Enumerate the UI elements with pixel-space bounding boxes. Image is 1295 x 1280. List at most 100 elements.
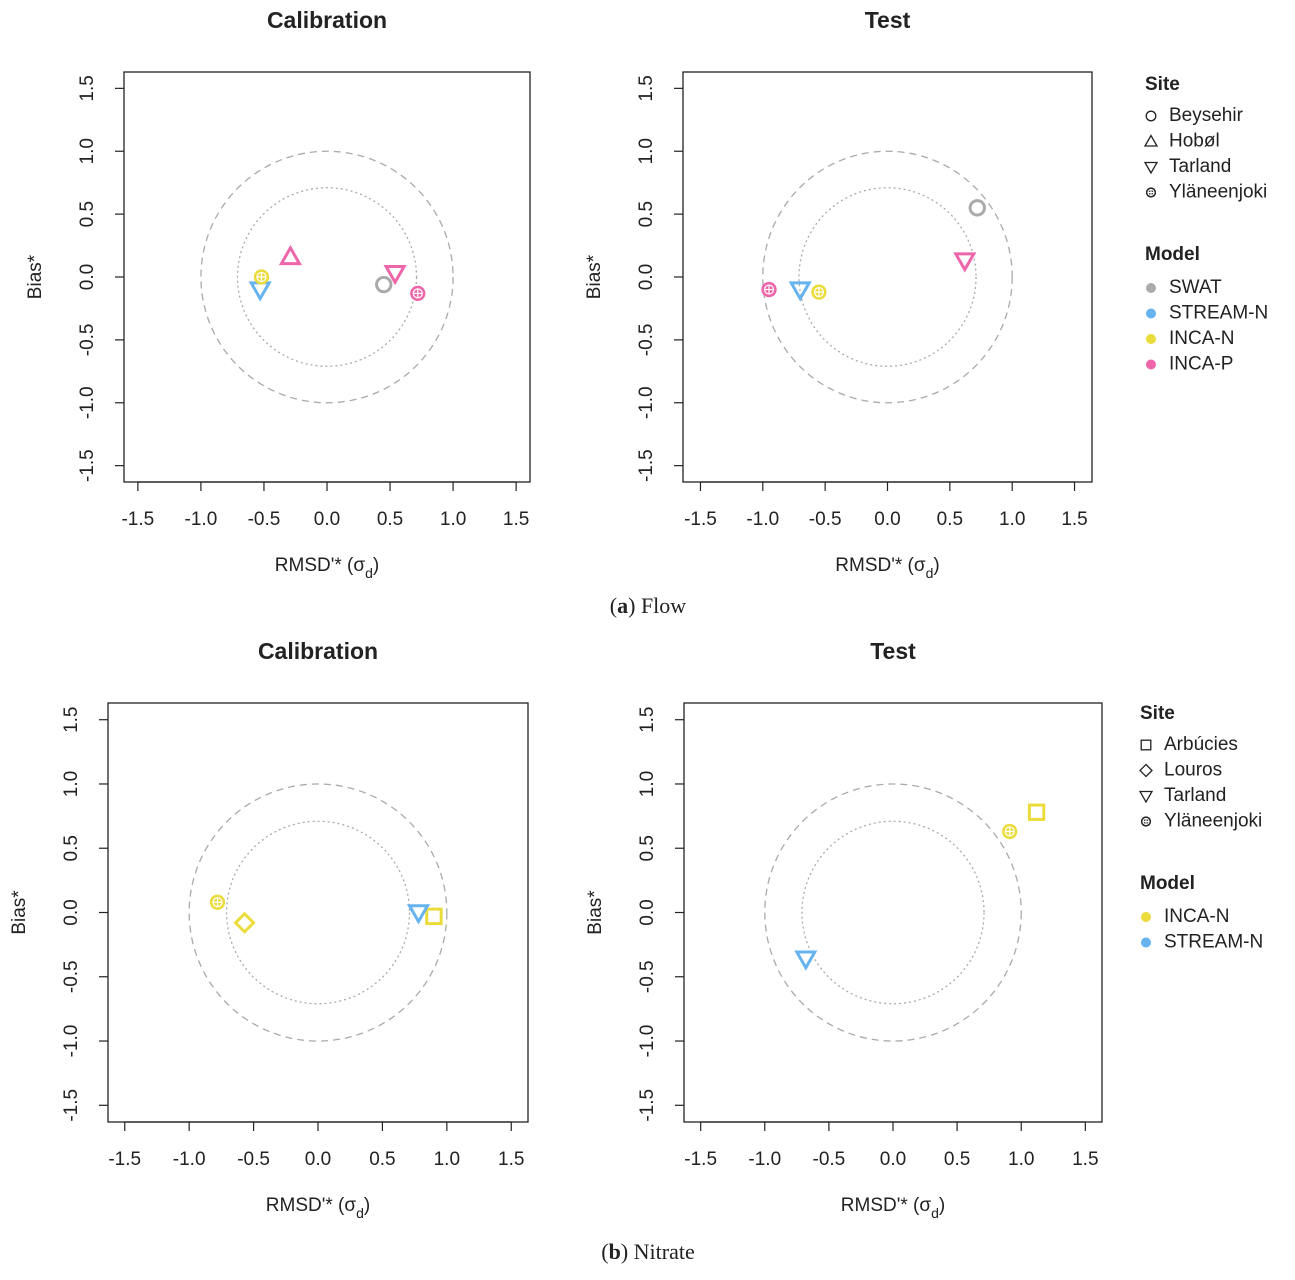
x-tick-label: 1.5 xyxy=(1072,1149,1098,1170)
y-tick-label: -0.5 xyxy=(637,960,658,993)
marker-cross xyxy=(764,285,774,295)
x-tick-label: -0.5 xyxy=(237,1149,270,1170)
y-tick-label: -0.5 xyxy=(61,960,82,993)
y-tick-label: 0.0 xyxy=(637,899,658,925)
y-axis-label: Bias* xyxy=(25,254,46,299)
y-tick-label: 0.0 xyxy=(636,264,657,290)
x-axis-label-part: d xyxy=(926,565,934,581)
legend-title: Site xyxy=(1140,703,1175,724)
x-tick-label: 1.0 xyxy=(1008,1149,1034,1170)
y-tick-label: 1.0 xyxy=(637,771,658,797)
plot-frame xyxy=(123,71,531,483)
x-axis-label: RMSD'* (σd) xyxy=(275,555,379,581)
marker-cross xyxy=(413,288,423,298)
marker xyxy=(248,281,272,302)
reference-circle xyxy=(236,187,418,367)
caption-letter: b xyxy=(609,1239,621,1264)
legend-label: Arbúcies xyxy=(1164,734,1238,755)
marker xyxy=(278,244,303,266)
x-axis-label: RMSD'* (σd) xyxy=(266,1195,370,1221)
marker xyxy=(425,907,443,926)
x-tick-label: 0.0 xyxy=(874,509,900,530)
y-tick-label: -1.5 xyxy=(637,1089,658,1122)
y-tick-label: 1.0 xyxy=(77,138,98,164)
marker xyxy=(383,264,407,286)
marker-cross xyxy=(1005,827,1015,837)
x-tick-label: 1.5 xyxy=(498,1149,524,1170)
x-axis-label-part: RMSD'* (σ xyxy=(835,555,926,576)
x-tick-label: -0.5 xyxy=(248,509,281,530)
reference-circle xyxy=(798,187,977,367)
legend-label: Louros xyxy=(1164,760,1222,781)
marker xyxy=(761,281,777,298)
marker xyxy=(1140,816,1152,827)
marker xyxy=(1139,763,1153,778)
chart-title: Calibration xyxy=(258,638,378,664)
marker xyxy=(794,950,818,971)
chart-title: Test xyxy=(870,638,916,664)
x-axis-label-part: ) xyxy=(939,1195,945,1216)
marker xyxy=(1140,739,1152,751)
marker-cross xyxy=(256,272,266,282)
y-tick-label: 1.0 xyxy=(636,138,657,164)
marker-cross xyxy=(1143,818,1149,825)
x-tick-label: -0.5 xyxy=(813,1149,846,1170)
x-tick-label: -1.5 xyxy=(684,1149,717,1170)
marker xyxy=(811,284,827,300)
x-tick-label: 0.0 xyxy=(305,1149,331,1170)
legend-swatch xyxy=(1146,283,1156,293)
marker xyxy=(375,275,393,294)
y-tick-label: 1.5 xyxy=(636,75,657,101)
legend-swatch xyxy=(1146,359,1156,370)
x-tick-label: -1.0 xyxy=(173,1149,206,1170)
y-tick-label: -1.0 xyxy=(636,386,657,419)
marker xyxy=(953,252,977,273)
y-tick-label: 0.0 xyxy=(77,264,98,290)
reference-circle xyxy=(225,820,411,1005)
x-tick-label: 0.5 xyxy=(944,1149,970,1170)
x-tick-label: -1.0 xyxy=(748,1149,781,1170)
x-tick-label: -1.5 xyxy=(108,1149,141,1170)
x-tick-label: 1.5 xyxy=(1061,509,1087,530)
marker xyxy=(788,281,812,302)
marker-cross xyxy=(1148,189,1154,196)
y-tick-label: 0.5 xyxy=(636,201,657,227)
reference-circle xyxy=(764,783,1022,1042)
x-tick-label: 1.0 xyxy=(999,509,1025,530)
legend-title: Model xyxy=(1140,873,1195,894)
marker-cross xyxy=(213,897,223,907)
caption-part: ( xyxy=(610,593,617,618)
x-axis-label-part: d xyxy=(356,1205,364,1221)
caption: (a) Flow xyxy=(610,593,687,618)
marker xyxy=(1138,790,1154,804)
y-tick-label: -1.0 xyxy=(637,1025,658,1058)
legend-swatch xyxy=(1146,308,1156,319)
caption: (b) Nitrate xyxy=(601,1239,694,1264)
y-tick-label: -1.0 xyxy=(61,1025,82,1058)
legend-title: Model xyxy=(1145,244,1200,265)
legend-label: INCA-P xyxy=(1169,354,1233,375)
x-tick-label: 1.0 xyxy=(440,509,466,530)
x-tick-label: 1.5 xyxy=(503,509,529,530)
x-tick-label: -1.5 xyxy=(684,509,717,530)
marker xyxy=(968,199,986,217)
x-tick-label: 0.0 xyxy=(314,509,340,530)
legend-swatch xyxy=(1141,912,1151,922)
legend-label: Beysehir xyxy=(1169,105,1244,126)
legend-label: STREAM-N xyxy=(1164,932,1263,953)
x-tick-label: 0.5 xyxy=(369,1149,395,1170)
plot-frame xyxy=(682,71,1093,483)
plot-frame xyxy=(683,702,1103,1123)
caption-part: ) Flow xyxy=(628,593,686,618)
x-tick-label: -1.0 xyxy=(746,509,779,530)
x-axis-label-part: ) xyxy=(373,555,379,576)
x-axis-label: RMSD'* (σd) xyxy=(835,555,939,581)
legend-label: INCA-N xyxy=(1164,906,1229,927)
x-axis-label: RMSD'* (σd) xyxy=(841,1195,945,1221)
y-tick-label: 1.5 xyxy=(61,706,82,732)
y-tick-label: 0.5 xyxy=(61,835,82,861)
reference-circle xyxy=(188,783,448,1042)
y-tick-label: -0.5 xyxy=(77,324,98,357)
marker xyxy=(1145,110,1157,122)
legend-label: Tarland xyxy=(1169,156,1231,177)
